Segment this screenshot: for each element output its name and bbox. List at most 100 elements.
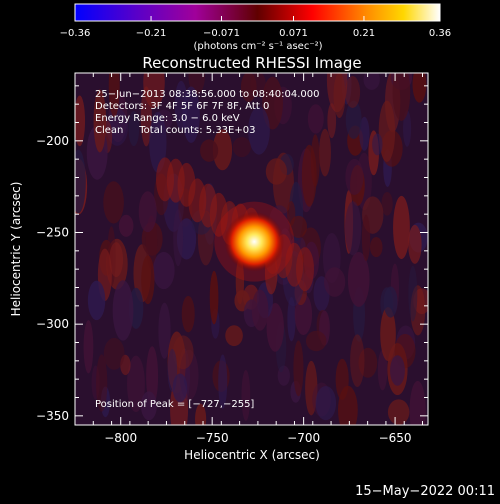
texture-blob: [143, 73, 165, 109]
texture-blob: [141, 255, 155, 305]
colorbar-tick-label: 0.21: [353, 28, 375, 39]
annotation-counts: Clean Total counts: 5.33E+03: [95, 125, 255, 136]
chart-title: Reconstructed RHESSI Image: [142, 54, 361, 72]
texture-blob: [127, 355, 145, 413]
texture-blob: [100, 386, 111, 418]
y-tick-label: −250: [36, 226, 69, 240]
colorbar-tick-label: 0.36: [429, 28, 451, 39]
texture-blob: [265, 158, 288, 185]
texture-blob: [158, 302, 171, 359]
texture-blob: [293, 340, 304, 397]
texture-blob: [289, 215, 308, 239]
texture-blob: [103, 181, 124, 224]
texture-blob: [112, 280, 134, 341]
texture-blob: [146, 346, 159, 406]
texture-blob: [413, 288, 428, 315]
texture-blob: [232, 137, 251, 158]
texture-blob: [83, 320, 94, 374]
texture-blob: [345, 100, 362, 139]
texture-blob: [345, 158, 364, 195]
texture-blob: [87, 280, 106, 321]
annotation-block: 25−Jun−2013 08:38:56.000 to 08:40:04.000…: [95, 89, 320, 136]
texture-blob: [173, 209, 184, 267]
texture-blob: [412, 73, 427, 103]
texture-blob: [383, 286, 398, 318]
texture-blob: [372, 133, 383, 156]
colorbar-tick-label: −0.071: [203, 28, 240, 39]
texture-blob: [287, 296, 296, 342]
texture-blob: [403, 110, 412, 147]
texture-blob: [225, 325, 243, 347]
x-tick-label: −750: [196, 431, 229, 445]
texture-blob: [200, 139, 219, 162]
colorbar-ticks: −0.36 −0.21 −0.071 0.071 0.21 0.36: [60, 16, 451, 39]
texture-blob: [172, 373, 188, 403]
texture-blob: [96, 354, 108, 412]
y-tick-label: −300: [36, 317, 69, 331]
texture-blob: [128, 110, 140, 147]
y-axis-ticks: −200 −250 −300 −350: [36, 85, 428, 423]
texture-blob: [305, 330, 327, 352]
colorbar-tick-label: 0.071: [279, 28, 308, 39]
texture-blob: [315, 386, 337, 421]
y-tick-label: −350: [36, 409, 69, 423]
texture-blob: [218, 354, 228, 409]
texture-blob: [75, 149, 86, 214]
texture-blob: [235, 258, 245, 305]
texture-blob: [307, 104, 324, 134]
y-axis-label: Heliocentric Y (arcsec): [9, 182, 23, 317]
texture-blob: [248, 106, 270, 155]
texture-blob: [327, 103, 337, 139]
peak-source: [214, 201, 295, 282]
annotation-detectors: Detectors: 3F 4F 5F 6F 7F 8F, Att 0: [95, 101, 269, 112]
texture-blob: [345, 76, 361, 108]
texture-blob: [212, 129, 233, 171]
texture-blob: [305, 360, 318, 416]
y-tick-label: −200: [36, 134, 69, 148]
plot-frame: [74, 72, 429, 426]
texture-blob: [240, 73, 257, 103]
texture-blob: [152, 251, 175, 290]
texture-blob: [378, 100, 396, 162]
texture-blob: [91, 365, 100, 400]
texture-blob: [390, 355, 405, 386]
colorbar: [74, 3, 441, 22]
texture-blob: [266, 303, 284, 352]
texture-blob: [324, 267, 346, 297]
texture-blob: [387, 399, 410, 425]
texture-blob: [103, 337, 125, 370]
texture-blob: [149, 111, 167, 173]
texture-blob: [363, 73, 380, 90]
texture-streak: [296, 247, 314, 292]
texture-blob: [344, 201, 362, 256]
texture-blob: [361, 214, 371, 262]
texture-blob: [241, 369, 251, 421]
texture-blob: [140, 391, 157, 421]
texture-blob: [347, 251, 370, 307]
texture-blob: [75, 95, 86, 147]
texture-blob: [310, 134, 320, 187]
texture-blob: [250, 73, 266, 98]
colorbar-tick-label: −0.36: [60, 28, 91, 39]
texture-blob: [408, 265, 418, 322]
image-texture: [75, 73, 428, 425]
x-tick-label: −650: [379, 431, 412, 445]
texture-blob: [209, 270, 219, 325]
texture-blob: [381, 192, 393, 216]
texture-blob: [120, 354, 131, 376]
texture-blob: [108, 73, 120, 118]
texture-blob: [106, 108, 129, 146]
footer-date: 15−May−2022 00:11: [355, 484, 495, 499]
x-tick-label: −800: [104, 431, 137, 445]
x-tick-label: −700: [287, 431, 320, 445]
peak-core: [224, 211, 285, 272]
texture-blob: [118, 214, 134, 237]
texture-blob: [358, 347, 378, 378]
texture-blob: [182, 86, 200, 143]
annotation-time: 25−Jun−2013 08:38:56.000 to 08:40:04.000: [95, 89, 320, 100]
colorbar-unit-label: (photons cm⁻² s⁻¹ asec⁻²): [193, 41, 322, 52]
x-axis-label: Heliocentric X (arcsec): [184, 448, 320, 462]
texture-blob: [277, 365, 290, 386]
texture-blob: [350, 334, 365, 387]
